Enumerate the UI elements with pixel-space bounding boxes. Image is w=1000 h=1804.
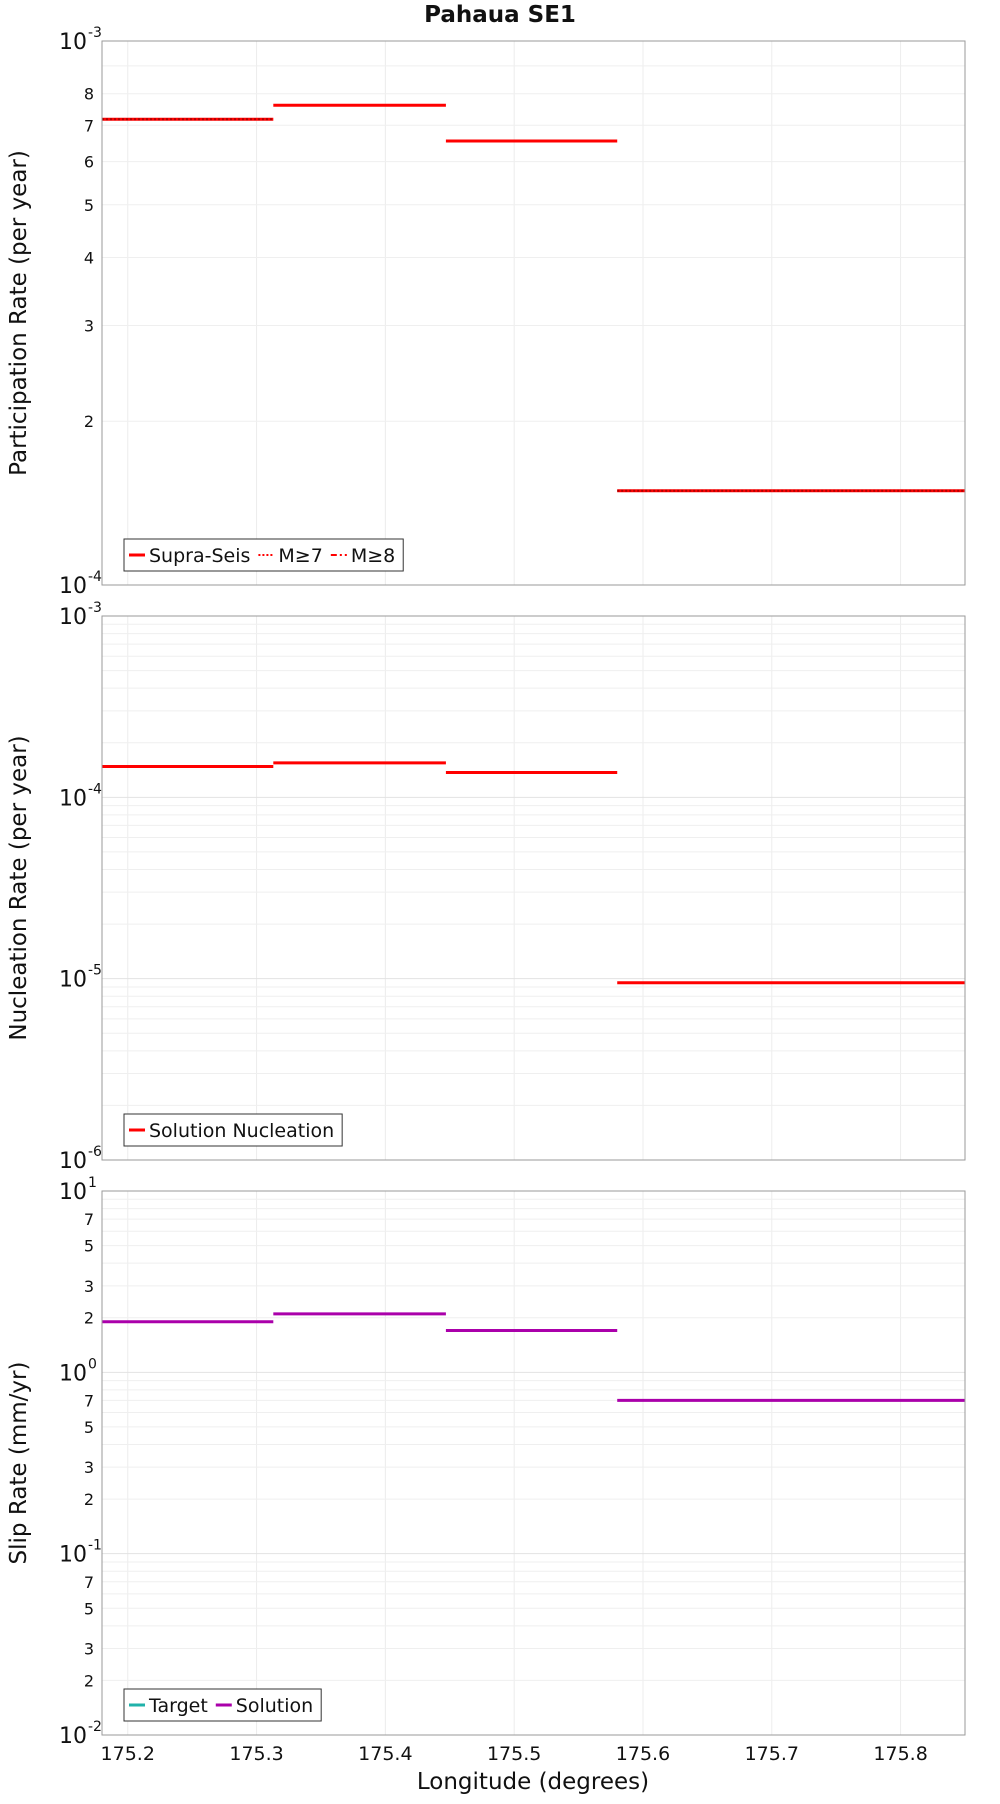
y-minor-tick-label-participation: 8 <box>84 85 94 104</box>
y-major-tick-label-participation: 10 -3 <box>59 25 102 55</box>
y-minor-tick-label-participation: 7 <box>84 116 94 135</box>
y-tick-exponent: -6 <box>88 1144 102 1160</box>
x-tick-label: 175.8 <box>873 1743 927 1765</box>
x-tick-label: 175.6 <box>616 1743 670 1765</box>
legend-slip: Target Solution <box>123 1688 322 1722</box>
y-minor-tick-label-slip: 2 <box>84 1490 94 1509</box>
y-tick-base: 10 <box>59 574 87 599</box>
y-axis-label-nucleation: Nucleation Rate (per year) <box>6 735 32 1040</box>
legend-entry-label: Supra-Seis <box>149 545 250 567</box>
y-minor-tick-label-slip: 2 <box>84 1671 94 1690</box>
y-tick-exponent: -3 <box>88 600 102 616</box>
chart-title: Pahaua SE1 <box>424 2 576 28</box>
x-axis-label: Longitude (degrees) <box>417 1769 649 1795</box>
y-minor-tick-label-slip: 3 <box>84 1458 94 1477</box>
y-tick-exponent: -1 <box>88 1538 102 1554</box>
y-minor-tick-label-slip: 5 <box>84 1237 94 1256</box>
series-participation <box>102 118 965 492</box>
x-tick-label: 175.2 <box>101 1743 155 1765</box>
y-tick-base: 10 <box>59 1180 87 1205</box>
legend-entry-label: Solution <box>236 1695 313 1717</box>
series-slip <box>102 1312 965 1402</box>
plot-frame-nucleation <box>101 615 966 1161</box>
y-minor-tick-label-slip: 3 <box>84 1277 94 1296</box>
y-major-tick-label-slip: 10 -1 <box>59 1538 102 1568</box>
y-minor-tick-label-slip: 7 <box>84 1391 94 1410</box>
y-minor-tick-label-participation: 3 <box>84 316 94 335</box>
y-minor-tick-label-participation: 6 <box>84 153 94 172</box>
plot-frame-slip <box>101 1190 966 1736</box>
y-major-tick-label-participation: 10 -4 <box>59 569 102 599</box>
y-tick-base: 10 <box>59 968 87 993</box>
legend-box <box>123 1113 343 1147</box>
legend-entry-label: Solution Nucleation <box>149 1120 334 1142</box>
y-tick-base: 10 <box>59 1543 87 1568</box>
y-axis-label-participation: Participation Rate (per year) <box>6 150 32 476</box>
x-tick-label: 175.3 <box>229 1743 283 1765</box>
y-tick-base: 10 <box>59 1724 87 1749</box>
legend-entry-label: M≥8 <box>351 545 395 567</box>
y-major-tick-label-slip: 10 -2 <box>59 1719 102 1749</box>
y-axis-label-slip: Slip Rate (mm/yr) <box>6 1362 32 1565</box>
y-minor-tick-label-slip: 5 <box>84 1418 94 1437</box>
legend-nucleation: Solution Nucleation <box>123 1113 343 1147</box>
y-tick-base: 10 <box>59 30 87 55</box>
y-tick-exponent: 0 <box>88 1356 97 1372</box>
x-tick-label: 175.4 <box>358 1743 412 1765</box>
y-tick-base: 10 <box>59 605 87 630</box>
y-minor-tick-label-participation: 5 <box>84 196 94 215</box>
y-tick-exponent: -3 <box>88 25 102 41</box>
legend-participation: Supra-Seis M≥7 M≥8 <box>123 538 404 572</box>
y-minor-tick-label-participation: 2 <box>84 412 94 431</box>
series-nucleation <box>102 761 965 985</box>
y-tick-base: 10 <box>59 1361 87 1386</box>
y-tick-exponent: -4 <box>88 781 102 797</box>
y-major-tick-label-nucleation: 10 -3 <box>59 600 102 630</box>
y-tick-exponent: -2 <box>88 1719 102 1735</box>
y-minor-tick-label-slip: 7 <box>84 1573 94 1592</box>
y-tick-base: 10 <box>59 786 87 811</box>
y-tick-exponent: -4 <box>88 569 102 585</box>
legend-entry-label: M≥7 <box>278 545 322 567</box>
y-minor-tick-label-slip: 2 <box>84 1309 94 1328</box>
y-minor-tick-label-participation: 4 <box>84 248 94 267</box>
plot-frame-participation <box>101 40 966 586</box>
y-major-tick-label-nucleation: 10 -4 <box>59 781 102 811</box>
y-tick-exponent: 1 <box>88 1175 97 1191</box>
y-major-tick-label-slip: 10 1 <box>59 1175 97 1205</box>
y-tick-base: 10 <box>59 1149 87 1174</box>
y-major-tick-label-slip: 10 0 <box>59 1356 97 1386</box>
x-tick-label: 175.7 <box>745 1743 799 1765</box>
y-major-tick-label-nucleation: 10 -6 <box>59 1144 102 1174</box>
y-minor-tick-label-slip: 5 <box>84 1599 94 1618</box>
y-minor-tick-label-slip: 3 <box>84 1639 94 1658</box>
legend-entry-label: Target <box>148 1695 208 1717</box>
x-tick-label: 175.5 <box>487 1743 541 1765</box>
series-participation <box>102 103 965 493</box>
y-tick-exponent: -5 <box>88 963 102 979</box>
y-major-tick-label-nucleation: 10 -5 <box>59 963 102 993</box>
y-minor-tick-label-slip: 7 <box>84 1210 94 1229</box>
